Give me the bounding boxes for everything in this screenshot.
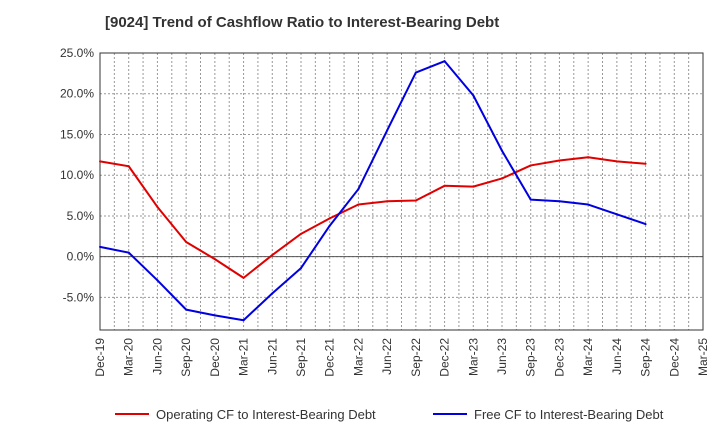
y-tick-label: -5.0% (63, 290, 95, 304)
x-tick-label: Dec-19 (93, 338, 107, 377)
series-1-point (300, 232, 302, 235)
x-tick-label: Mar-20 (122, 338, 136, 376)
series-2-point (300, 267, 302, 270)
series-1-point (357, 203, 360, 206)
series-2-point (414, 71, 417, 74)
series-1-point (615, 160, 618, 163)
x-tick-label: Sep-23 (524, 338, 538, 377)
x-tick-label: Mar-23 (466, 338, 480, 376)
series-1-point (587, 156, 590, 159)
x-tick-label: Mar-21 (237, 338, 251, 376)
series-1-point (472, 185, 475, 188)
x-tick-label: Jun-21 (265, 338, 279, 375)
series-line-2 (99, 60, 646, 322)
series-2-point (127, 251, 130, 254)
series-2-point (615, 213, 618, 216)
series-1-point (644, 162, 647, 165)
series-2-point (529, 198, 532, 201)
y-tick-label: 5.0% (67, 209, 95, 223)
x-tick-label: Jun-20 (150, 338, 164, 375)
series-1-point (185, 241, 188, 244)
series-2-point (644, 223, 647, 226)
series-1-point (443, 184, 446, 187)
x-tick-label: Jun-22 (380, 338, 394, 375)
series-2-point (472, 94, 475, 97)
x-tick-label: Sep-24 (639, 338, 653, 377)
x-tick-label: Jun-24 (610, 338, 624, 375)
y-tick-label: 15.0% (60, 127, 94, 141)
series-2-point (271, 292, 274, 295)
series-1-point (386, 200, 389, 203)
series-2-point (185, 308, 188, 311)
series-2-point (587, 203, 590, 206)
x-tick-label: Mar-25 (696, 338, 710, 376)
y-tick-label: 0.0% (67, 250, 95, 264)
series-1-point (127, 165, 130, 168)
series-1-point (271, 254, 274, 257)
series-1-point (529, 164, 532, 167)
series-1-point (99, 160, 101, 163)
x-tick-label: Mar-22 (351, 338, 365, 376)
y-tick-label: 20.0% (60, 87, 94, 101)
series-1-point (242, 276, 245, 279)
series-1-point (213, 258, 216, 261)
x-tick-label: Sep-22 (409, 338, 423, 377)
series-2-point (156, 279, 159, 282)
series-line-1 (99, 156, 646, 279)
series-1-point (558, 159, 561, 162)
legend-label-2: Free CF to Interest-Bearing Debt (474, 407, 664, 422)
series-2-point (386, 129, 389, 132)
legend-label-1: Operating CF to Interest-Bearing Debt (156, 407, 376, 422)
x-tick-label: Dec-21 (323, 338, 337, 377)
plot-frame (99, 52, 704, 331)
series-2-point (443, 60, 446, 63)
series-1-point (156, 205, 159, 208)
x-tick-label: Dec-24 (667, 338, 681, 377)
series-2-point (242, 319, 245, 322)
x-tick-label: Sep-20 (179, 338, 193, 377)
chart-title: [9024] Trend of Cashflow Ratio to Intere… (105, 14, 500, 31)
series-2-point (99, 245, 101, 248)
series-2-point (501, 149, 503, 152)
series-1-point (501, 177, 503, 180)
series-1-point (328, 217, 331, 220)
x-tick-label: Jun-23 (495, 338, 509, 375)
series-1-point (414, 199, 417, 202)
series-2-point (213, 314, 216, 317)
series-2-point (558, 200, 561, 203)
x-tick-label: Dec-20 (208, 338, 222, 377)
x-tick-label: Mar-24 (581, 338, 595, 376)
x-tick-label: Dec-22 (438, 338, 452, 377)
series-2-point (357, 188, 360, 191)
y-tick-label: 10.0% (60, 168, 94, 182)
series-2-point (328, 224, 331, 227)
x-tick-label: Dec-23 (552, 338, 566, 377)
x-tick-label: Sep-21 (294, 338, 308, 377)
y-tick-label: 25.0% (60, 46, 94, 60)
